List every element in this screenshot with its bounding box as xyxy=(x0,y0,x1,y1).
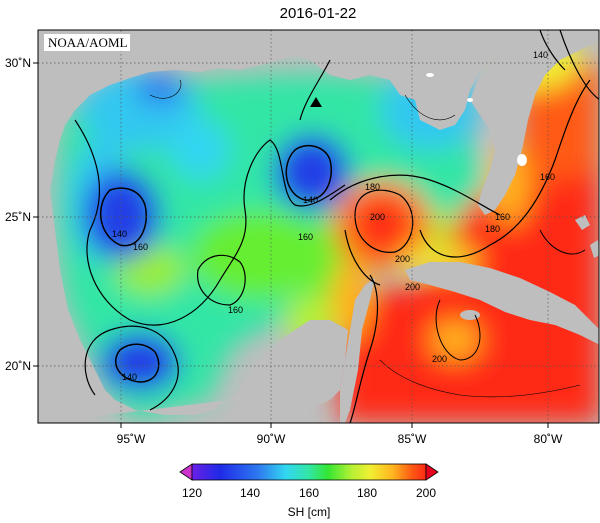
lon-tick-label: 90˚W xyxy=(257,432,286,446)
agency-label-box xyxy=(44,34,130,51)
agency-label: NOAA/AOML xyxy=(48,35,128,50)
contour-label: 160 xyxy=(540,172,555,182)
colorbar: 120 140 160 180 200 SH [cm] xyxy=(179,463,439,519)
map-frame xyxy=(37,29,600,424)
contour-label: 160 xyxy=(298,232,313,242)
graticule xyxy=(38,30,599,423)
inland-water xyxy=(426,73,527,166)
map-title: 2016-01-22 xyxy=(280,5,357,22)
colorbar-tick: 180 xyxy=(357,486,377,500)
land-masses xyxy=(38,30,599,423)
contour-label: 160 xyxy=(495,212,510,222)
contour-label: 140 xyxy=(303,195,318,205)
lon-tick-label: 95˚W xyxy=(117,432,146,446)
contour-label: 200 xyxy=(405,282,420,292)
contour-label: 140 xyxy=(112,229,127,239)
contour-label: 140 xyxy=(533,50,548,60)
colorbar-gradient xyxy=(191,463,427,481)
contour-label: 200 xyxy=(395,254,410,264)
colorbar-tick: 200 xyxy=(416,486,436,500)
lat-tick-label: 20˚N xyxy=(5,359,31,373)
latitude-labels: 30˚N 25˚N 20˚N xyxy=(5,56,31,373)
colorbar-tick: 140 xyxy=(240,486,260,500)
axis-ticks xyxy=(33,62,549,428)
contour-label: 180 xyxy=(485,224,500,234)
longitude-labels: 95˚W 90˚W 85˚W 80˚W xyxy=(117,432,563,446)
lon-tick-label: 80˚W xyxy=(534,432,563,446)
lat-tick-label: 30˚N xyxy=(5,56,31,70)
contour-label: 200 xyxy=(370,212,385,222)
contour-label: 160 xyxy=(133,242,148,252)
contour-label: 140 xyxy=(122,372,137,382)
lon-tick-label: 85˚W xyxy=(398,432,427,446)
colorbar-low-extend xyxy=(179,463,193,481)
colorbar-high-extend xyxy=(425,463,439,481)
lat-tick-label: 25˚N xyxy=(5,210,31,224)
colorbar-tick: 160 xyxy=(299,486,319,500)
colorbar-tick: 120 xyxy=(182,486,202,500)
contour-label-group: 140 140 140 140 160 160 160 160 160 180 … xyxy=(112,50,555,382)
contour-lines xyxy=(74,30,599,423)
triangle-marker-icon xyxy=(310,97,322,107)
colorbar-tick-labels: 120 140 160 180 200 xyxy=(182,486,436,500)
contour-label: 200 xyxy=(432,354,447,364)
contour-label: 180 xyxy=(365,182,380,192)
map-area: 140 140 140 140 160 160 160 160 160 180 … xyxy=(38,30,599,423)
contour-label: 160 xyxy=(228,305,243,315)
colorbar-label: SH [cm] xyxy=(288,505,331,519)
